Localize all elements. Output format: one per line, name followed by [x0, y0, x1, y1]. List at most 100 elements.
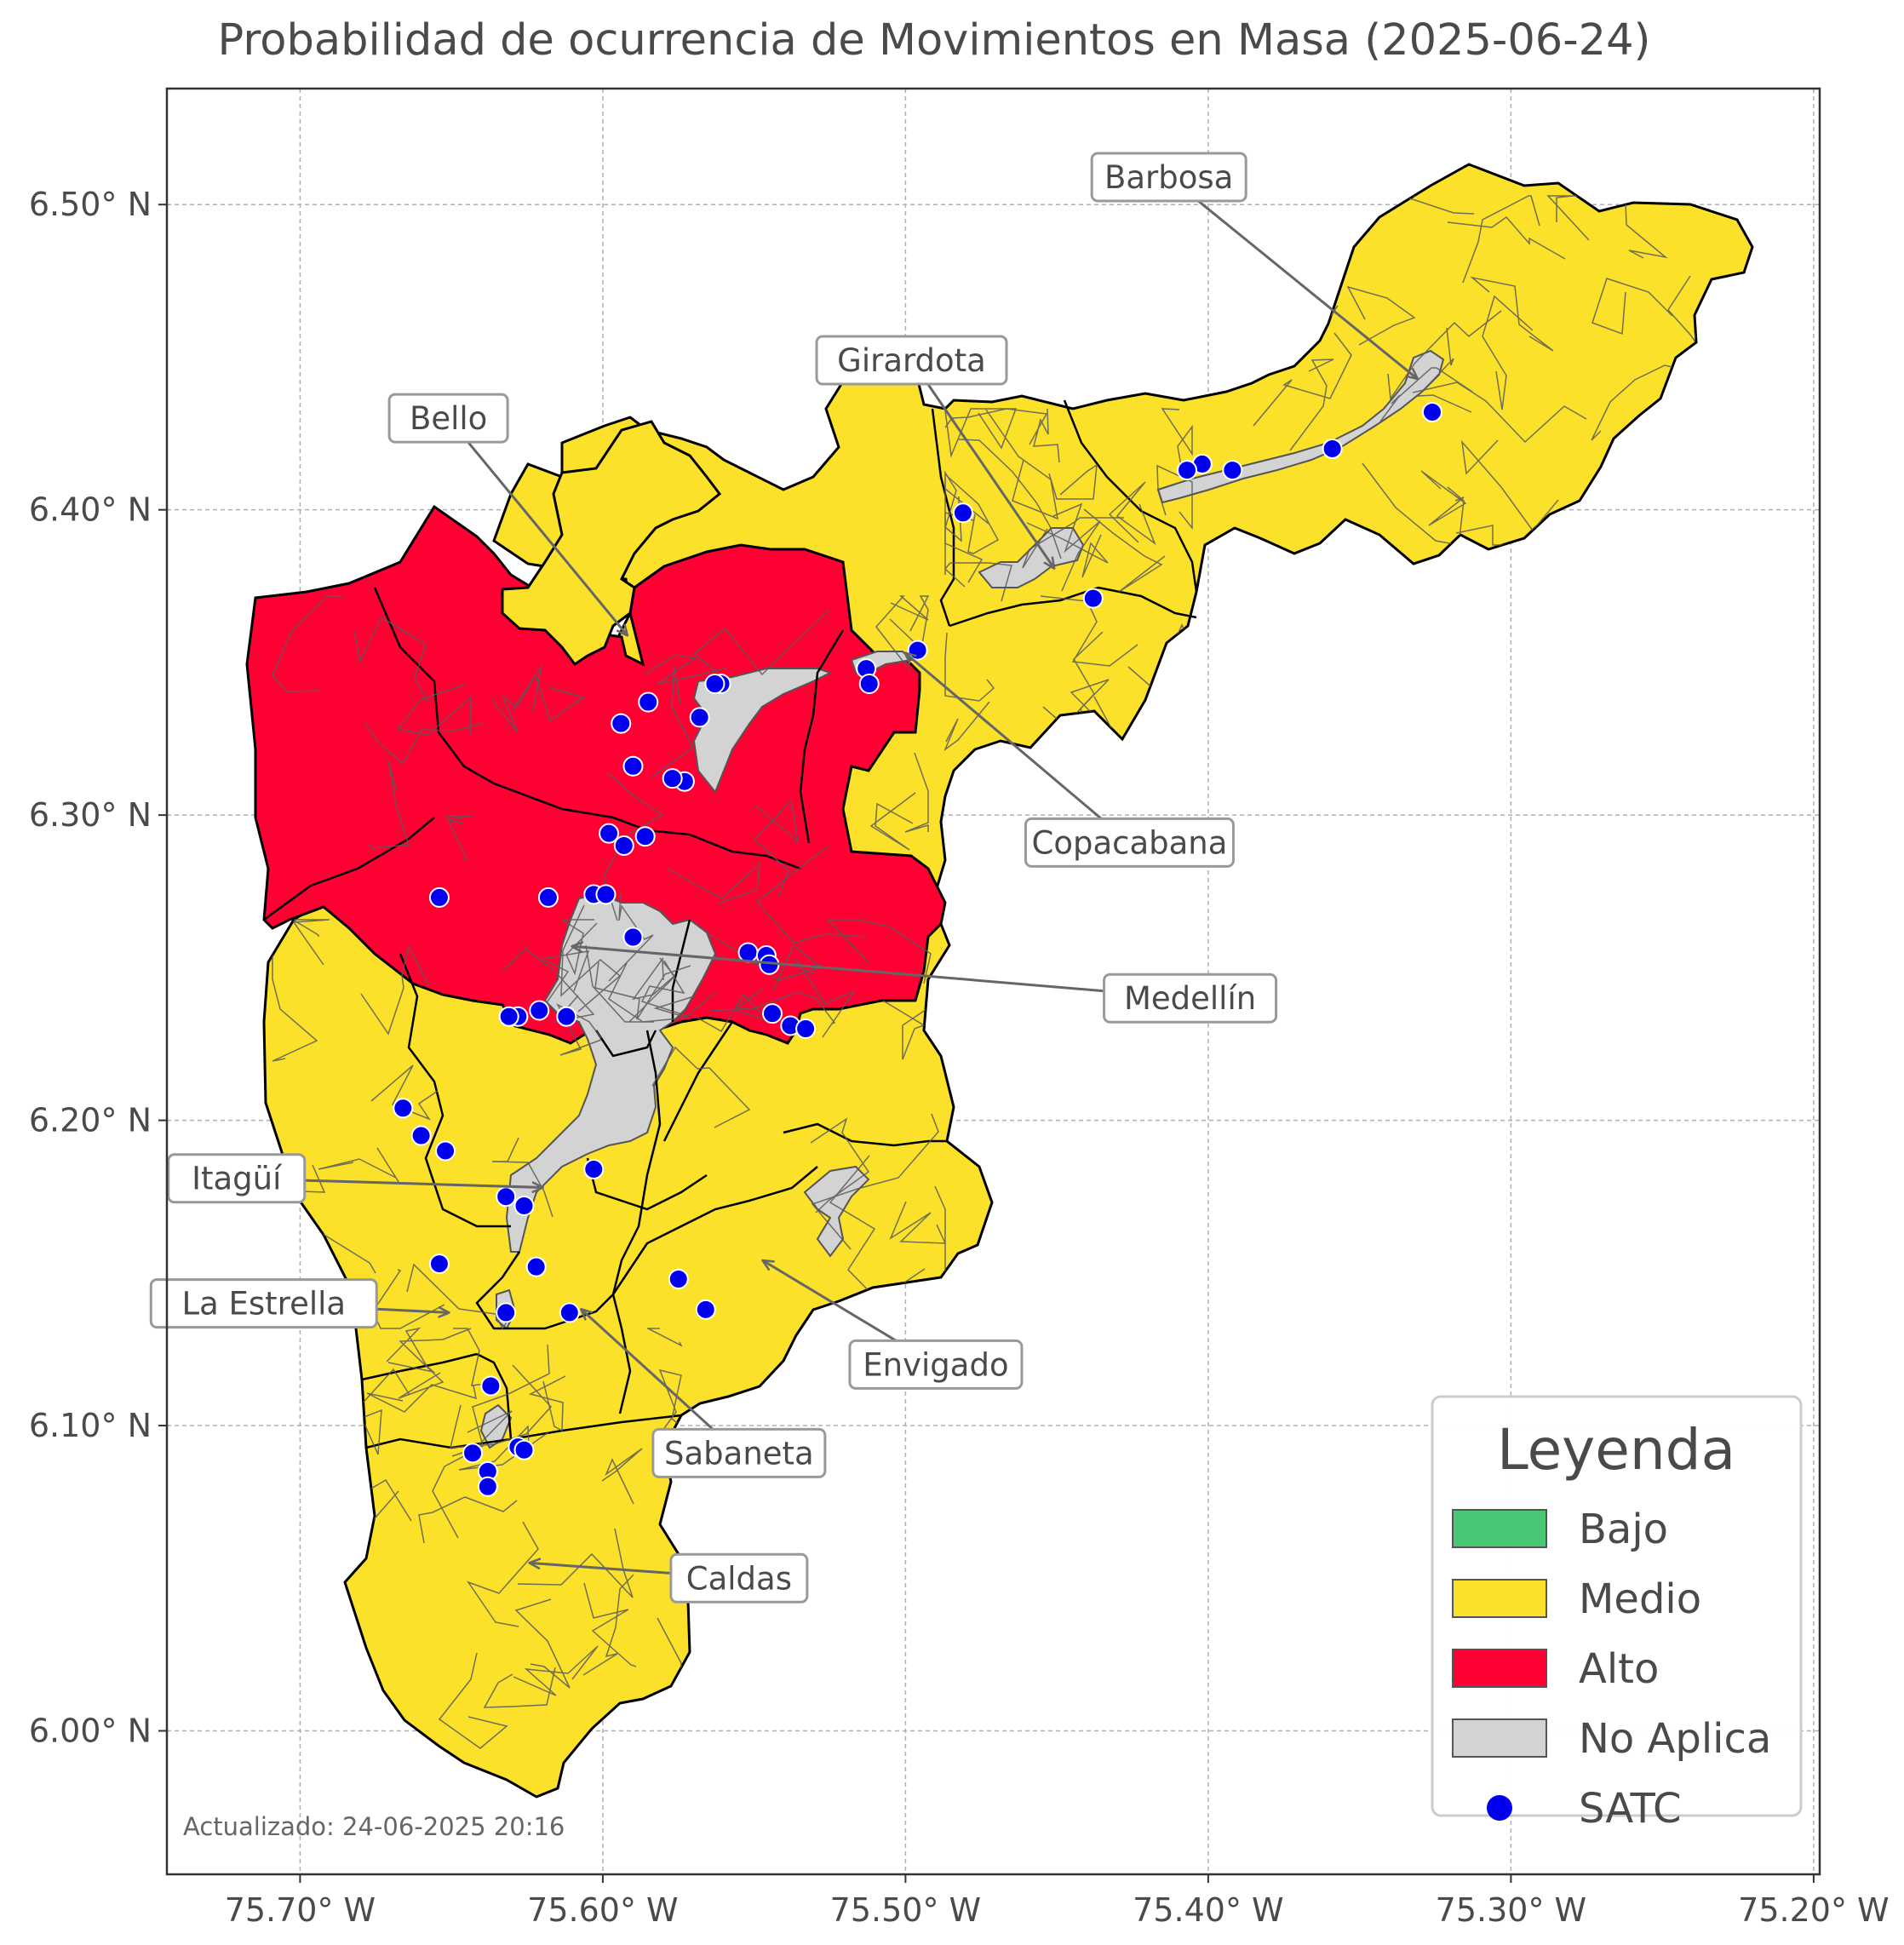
vereda-line	[490, 664, 542, 733]
x-tick-label: 75.40° W	[1133, 1891, 1283, 1929]
vereda-line	[583, 1582, 637, 1667]
satc-point	[668, 1269, 689, 1289]
vereda-line	[357, 1368, 410, 1455]
y-tick-label: 6.20° N	[29, 1102, 152, 1139]
municipality-name: La Estrella	[181, 1286, 346, 1322]
satc-point	[435, 1140, 456, 1162]
territory-alto	[245, 504, 947, 1045]
no-aplica-bello	[692, 668, 833, 794]
satc-point	[689, 707, 710, 728]
satc-point	[1082, 588, 1104, 609]
legend-item: Alto	[1452, 1645, 1659, 1693]
annotation-box	[1090, 152, 1247, 203]
vereda-line	[1663, 388, 1710, 416]
municipality-label: Girardota	[815, 335, 1054, 568]
vereda-line	[1470, 276, 1554, 352]
vereda-line	[360, 944, 430, 1036]
vereda-line	[318, 1147, 401, 1185]
satc-point	[695, 1299, 716, 1320]
satc-point	[537, 886, 559, 908]
annotation-box	[1024, 817, 1235, 868]
municipality-name: Medellín	[1124, 980, 1256, 1017]
vereda-line	[657, 1368, 682, 1437]
vereda-line	[869, 792, 916, 851]
vereda-line	[1173, 644, 1193, 683]
satc-point	[599, 823, 620, 844]
vereda-line	[1614, 508, 1691, 547]
satc-point	[761, 1003, 783, 1024]
vereda-line	[705, 932, 823, 991]
annotation-box	[815, 335, 1008, 386]
annotation-box	[669, 1552, 809, 1604]
legend-item: Bajo	[1452, 1506, 1668, 1553]
satc-point	[737, 942, 759, 963]
annotation-arrow	[1167, 175, 1418, 379]
x-tick-label: 75.50° W	[830, 1891, 981, 1929]
vereda-line	[934, 1185, 946, 1305]
vereda-line	[1289, 359, 1334, 451]
x-tick-label: 75.60° W	[527, 1891, 678, 1929]
map-title: Probabilidad de ocurrencia de Movimiento…	[218, 15, 1651, 66]
satc-point	[638, 691, 659, 713]
vereda-line	[647, 1328, 683, 1347]
vereda-line	[632, 956, 676, 1001]
municipality-name: Envigado	[863, 1346, 1008, 1383]
vereda-line	[810, 1117, 870, 1213]
legend-label: No Aplica	[1579, 1715, 1771, 1763]
annotation-arrow	[905, 653, 1131, 844]
vereda-line	[1460, 439, 1559, 532]
vereda-line	[944, 408, 1018, 458]
satc-point	[428, 886, 450, 908]
territory-medio	[262, 163, 1754, 1799]
vereda-line	[645, 1713, 682, 1752]
y-tick-label: 6.30° N	[29, 796, 152, 834]
annotation-arrow	[572, 946, 1190, 1000]
vereda-line	[272, 938, 318, 1062]
satc-point	[513, 1195, 535, 1216]
vereda-line	[364, 722, 484, 766]
vereda-line	[640, 960, 717, 1017]
vereda-line	[1234, 264, 1282, 371]
legend-item: SATC	[1487, 1785, 1682, 1833]
vereda-line	[1387, 310, 1502, 401]
vereda-line	[1156, 464, 1193, 531]
no-aplica-envigado-east	[803, 1165, 870, 1258]
satc-point	[662, 768, 683, 789]
y-tick-label: 6.50° N	[29, 186, 152, 223]
vereda-line	[943, 562, 1012, 602]
vereda-line	[1379, 367, 1473, 422]
legend-swatch	[1452, 1718, 1547, 1758]
vereda-line	[1108, 481, 1156, 546]
vereda-line	[1546, 195, 1590, 241]
satc-point	[496, 1302, 517, 1323]
satc-point	[795, 1018, 817, 1040]
map-frame	[165, 87, 1821, 1876]
vereda-line	[651, 1046, 751, 1128]
vereda-line	[667, 862, 760, 904]
vereda-line	[985, 409, 1058, 520]
municipality-name: Girardota	[837, 342, 986, 379]
satc-point	[525, 1256, 547, 1277]
legend-item: No Aplica	[1452, 1715, 1771, 1763]
annotation-box	[387, 393, 509, 444]
municipality-label: Caldas	[530, 1552, 809, 1604]
vereda-line	[1447, 215, 1566, 260]
municipality-name: Sabaneta	[664, 1435, 814, 1472]
vereda-line	[1083, 508, 1166, 593]
satc-point	[559, 1302, 580, 1323]
vereda-line	[512, 674, 585, 722]
vereda-line	[1420, 470, 1467, 526]
vereda-line	[958, 439, 1062, 559]
satc-point	[1177, 460, 1198, 481]
vereda-line	[1462, 195, 1540, 284]
vereda-line	[601, 1448, 643, 1505]
vereda-line	[889, 1201, 947, 1244]
vereda-line	[397, 683, 472, 736]
territory-bello-north-medio	[501, 420, 722, 667]
municipality-label: La Estrella	[149, 1278, 448, 1329]
vereda-line	[368, 760, 410, 849]
legend: Leyenda Bajo Medio Alto No Aplica SATC	[1431, 1395, 1803, 1833]
vereda-line	[444, 815, 472, 861]
annotation-box	[1103, 972, 1278, 1024]
